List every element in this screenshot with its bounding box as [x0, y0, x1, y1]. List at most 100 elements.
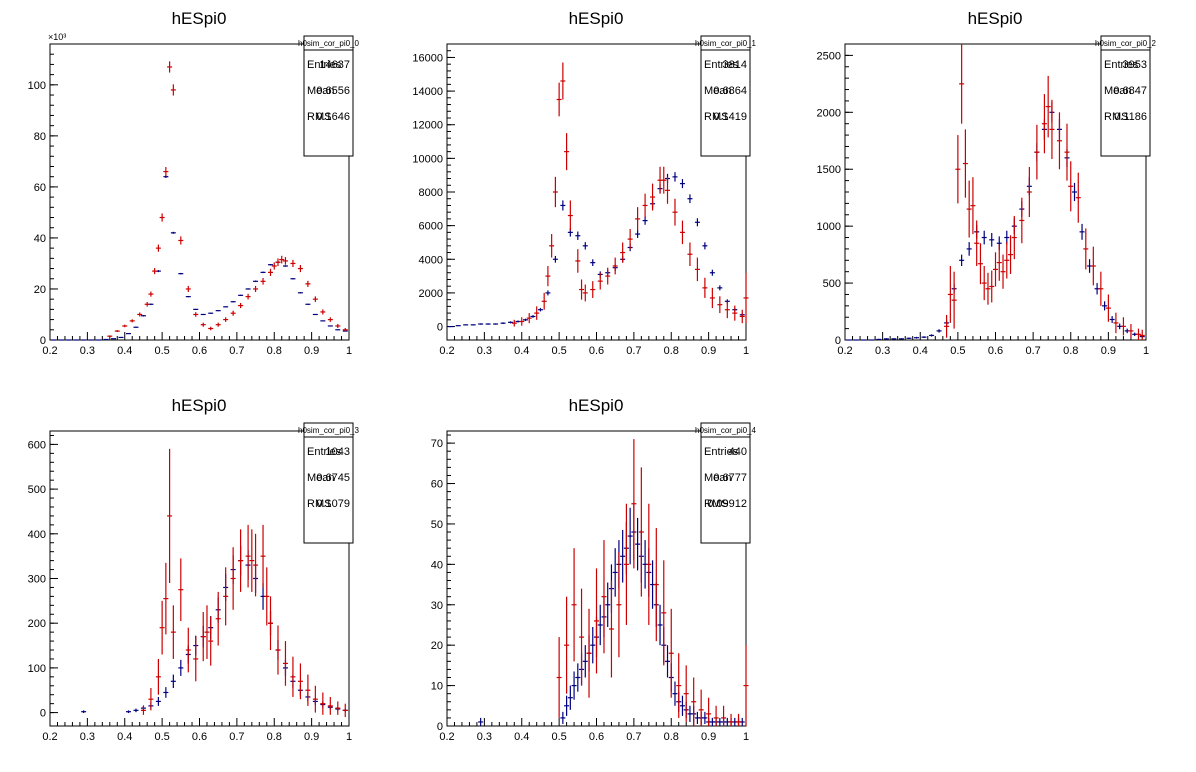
- x-tick-label: 0.4: [913, 345, 928, 357]
- y-tick-label: 1000: [817, 221, 841, 233]
- stats-label: Mean: [307, 472, 335, 484]
- data-point: [290, 259, 296, 268]
- data-point: [185, 295, 191, 298]
- data-point: [159, 213, 165, 222]
- histogram-panel: hESpi0 0.2 0.3 0.4 0.5 0.6 0.7 0.8 0.9 1 0 500 1000 1…: [817, 9, 1157, 357]
- data-point: [327, 696, 333, 715]
- data-point: [140, 705, 146, 715]
- data-point: [683, 665, 689, 722]
- data-point: [155, 658, 161, 695]
- data-point: [891, 338, 897, 340]
- x-axis: 0.2 0.3 0.4 0.5 0.6 0.7 0.8 0.9 1: [42, 332, 352, 357]
- data-point: [694, 257, 700, 282]
- data-point: [470, 324, 476, 326]
- data-point: [1000, 254, 1006, 289]
- data-point: [208, 326, 214, 331]
- data-point: [564, 133, 570, 171]
- data-point: [921, 336, 927, 339]
- stats-label: Mean: [307, 85, 335, 97]
- data-point: [966, 180, 972, 238]
- data-point: [534, 306, 540, 320]
- data-point: [687, 194, 693, 204]
- data-point: [485, 323, 491, 325]
- data-point: [230, 547, 236, 610]
- data-point: [582, 284, 588, 302]
- x-tick-label: 1: [743, 731, 749, 743]
- data-point: [1008, 235, 1014, 274]
- stats-histogram-name: h0sim_cor_pi0_2: [1095, 39, 1156, 48]
- data-point: [545, 290, 551, 296]
- y-tick-label: 40: [431, 559, 443, 571]
- data-point: [140, 314, 146, 317]
- data-point: [335, 329, 341, 331]
- stats-histogram-name: h0sim_cor_pi0_4: [695, 426, 756, 435]
- x-tick-label: 1: [743, 345, 749, 357]
- data-point: [672, 172, 678, 182]
- data-point: [204, 605, 210, 659]
- data-point: [672, 681, 678, 706]
- data-point: [260, 524, 266, 588]
- x-tick-label: 0.8: [267, 731, 282, 743]
- data-point: [253, 285, 259, 293]
- data-point: [245, 293, 251, 300]
- chart-title: hESpi0: [172, 9, 227, 28]
- data-point: [282, 265, 288, 267]
- data-point: [1135, 328, 1141, 340]
- data-point: [623, 503, 629, 625]
- x-tick-label: 0.3: [477, 345, 492, 357]
- data-point: [955, 135, 961, 204]
- data-series: [107, 61, 348, 337]
- data-point: [148, 291, 154, 297]
- stats-value: 0.09912: [707, 498, 747, 510]
- stats-label: Mean: [704, 85, 732, 97]
- stats-value: 3814: [723, 59, 747, 71]
- data-point: [1090, 246, 1096, 286]
- x-tick-label: 0.2: [439, 345, 454, 357]
- data-point: [238, 294, 244, 296]
- data-point: [245, 524, 251, 588]
- x-tick-label: 0.7: [229, 731, 244, 743]
- stats-value: 1043: [326, 446, 350, 458]
- y-tick-label: 2000: [817, 107, 841, 119]
- stats-value: 0.6556: [316, 85, 350, 97]
- data-point: [537, 308, 543, 312]
- data-point: [170, 674, 176, 689]
- data-point: [635, 230, 641, 238]
- y-tick-label: 2000: [419, 288, 443, 300]
- x-tick-label: 0.5: [950, 345, 965, 357]
- data-point: [170, 605, 176, 659]
- x-tick-label: 0.9: [701, 731, 716, 743]
- data-point: [736, 713, 742, 726]
- data-point: [178, 272, 184, 275]
- data-point: [342, 703, 348, 718]
- data-point: [245, 288, 251, 290]
- stats-value: 0.1079: [316, 498, 350, 510]
- data-point: [253, 280, 259, 283]
- x-tick-label: 0.8: [664, 345, 679, 357]
- y-tick-label: 0: [437, 322, 443, 334]
- y-tick-label: 40: [34, 233, 46, 245]
- x-tick-label: 1: [346, 731, 352, 743]
- data-point: [650, 183, 656, 211]
- data-point: [567, 685, 573, 710]
- data-point: [129, 319, 135, 323]
- stats-value: 0.1186: [1114, 111, 1147, 123]
- y-tick-label: 10000: [412, 153, 443, 165]
- x-tick-label: 1: [346, 345, 352, 357]
- stats-label: Mean: [1104, 85, 1132, 97]
- x-tick-label: 0.7: [626, 731, 641, 743]
- data-point: [305, 303, 311, 305]
- x-tick-label: 0.8: [1063, 345, 1078, 357]
- stats-label: RMS: [704, 498, 728, 510]
- data-point: [1075, 172, 1081, 223]
- stats-value: 0.6745: [316, 472, 350, 484]
- stats-value: 440: [729, 446, 747, 458]
- stats-label: Entries: [704, 59, 739, 71]
- data-point: [327, 325, 333, 327]
- data-point: [944, 314, 950, 338]
- y-axis: 0 20 40 60 80 100 ×10³: [28, 32, 67, 347]
- y-tick-label: 60: [34, 182, 46, 194]
